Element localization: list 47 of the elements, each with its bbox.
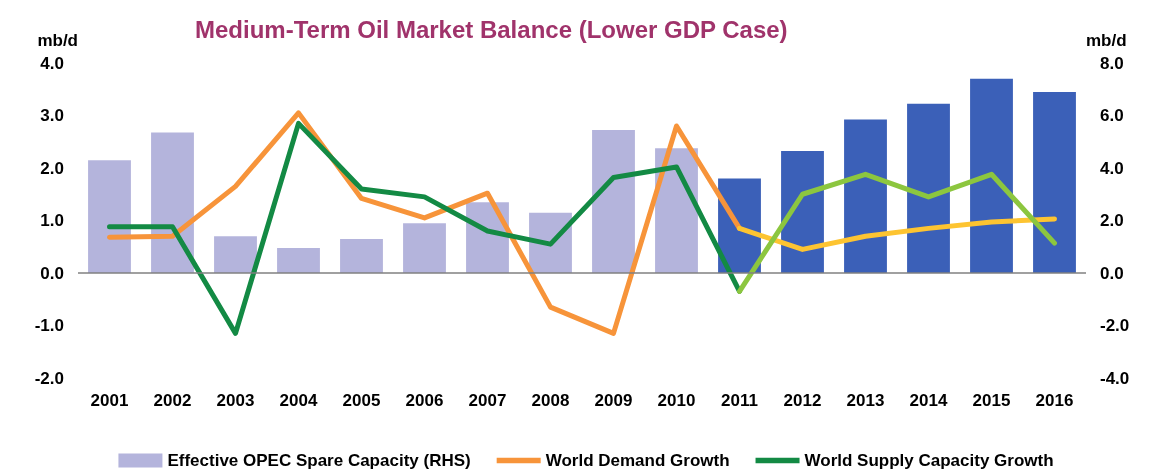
y-tick-label: 1.0 bbox=[40, 211, 64, 230]
x-tick-label: 2004 bbox=[279, 391, 318, 410]
y2-tick-label: 6.0 bbox=[1100, 106, 1124, 125]
x-tick-label: 2003 bbox=[216, 391, 255, 410]
x-tick-label: 2009 bbox=[594, 391, 633, 410]
y-tick-label: 2.0 bbox=[40, 158, 64, 178]
y2-tick-label: 0.0 bbox=[1100, 263, 1124, 283]
x-tick-label: 2010 bbox=[657, 391, 696, 410]
x-tick-label: 2001 bbox=[90, 391, 129, 410]
y2-tick-label: 2.0 bbox=[1100, 211, 1124, 230]
y-axis-title: mb/d bbox=[37, 31, 78, 50]
legend-label: World Demand Growth bbox=[545, 451, 730, 470]
bar bbox=[970, 78, 1013, 273]
bar bbox=[151, 132, 194, 273]
x-tick-label: 2014 bbox=[909, 391, 948, 410]
bar bbox=[1033, 91, 1076, 273]
bar bbox=[277, 248, 320, 273]
x-tick-label: 2008 bbox=[531, 391, 570, 410]
y-tick-label: -1.0 bbox=[34, 316, 64, 335]
y-tick-label: 4.0 bbox=[40, 53, 64, 73]
y-tick-label: 0.0 bbox=[40, 263, 64, 283]
x-tick-label: 2013 bbox=[846, 391, 885, 410]
x-tick-label: 2002 bbox=[153, 391, 192, 410]
bar bbox=[844, 119, 887, 273]
x-tick-label: 2005 bbox=[342, 391, 381, 410]
bar bbox=[214, 236, 257, 273]
y2-tick-label: 8.0 bbox=[1100, 53, 1124, 73]
x-tick-label: 2016 bbox=[1035, 391, 1074, 410]
bar bbox=[340, 238, 383, 273]
y-tick-label: 3.0 bbox=[40, 106, 64, 125]
x-tick-label: 2007 bbox=[468, 391, 507, 410]
bar bbox=[592, 129, 635, 273]
bar bbox=[403, 223, 446, 273]
x-tick-label: 2015 bbox=[972, 391, 1011, 410]
legend-label: Effective OPEC Spare Capacity (RHS) bbox=[167, 451, 471, 470]
x-tick-label: 2006 bbox=[405, 391, 444, 410]
y2-tick-label: -2.0 bbox=[1100, 316, 1130, 335]
x-tick-label: 2011 bbox=[721, 391, 758, 410]
bar bbox=[88, 160, 131, 273]
legend-label: World Supply Capacity Growth bbox=[804, 451, 1054, 470]
x-tick-label: 2012 bbox=[783, 391, 822, 410]
y2-tick-label: 4.0 bbox=[1100, 158, 1124, 178]
y2-tick-label: -4.0 bbox=[1100, 368, 1130, 388]
chart-title: Medium-Term Oil Market Balance (Lower GDP Case) bbox=[195, 15, 788, 43]
y-tick-label: -2.0 bbox=[34, 368, 64, 388]
y2-axis-title: mb/d bbox=[1086, 31, 1127, 50]
bar bbox=[907, 103, 950, 273]
